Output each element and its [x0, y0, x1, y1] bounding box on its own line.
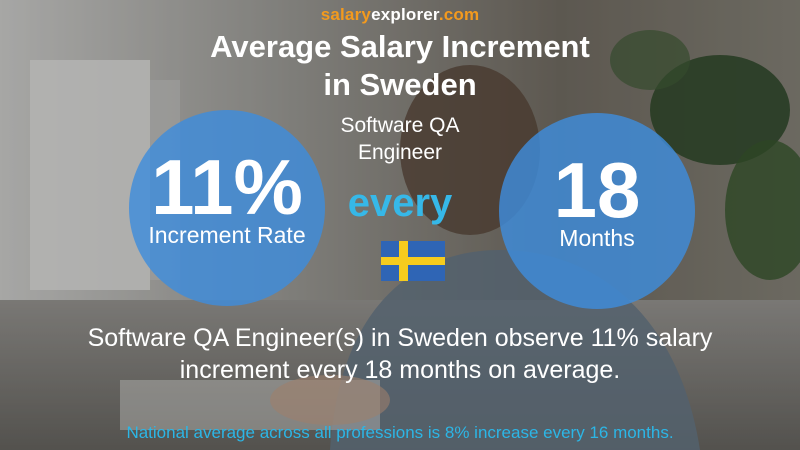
- summary-line-1: Software QA Engineer(s) in Sweden observ…: [87, 324, 713, 352]
- national-average-note: National average across all professions …: [126, 423, 674, 442]
- site-suffix: .com: [438, 5, 480, 24]
- title-line-2: in Sweden: [323, 67, 477, 102]
- page-title: Average Salary Increment in Sweden: [0, 28, 800, 104]
- title-line-1: Average Salary Increment: [210, 29, 590, 64]
- increment-rate-label: Increment Rate: [148, 222, 306, 248]
- job-line-1: Software QA: [340, 114, 460, 137]
- site-highlight: explorer: [371, 5, 439, 24]
- period-value: 18: [553, 146, 641, 234]
- site-logo: salaryexplorer.com: [0, 5, 800, 25]
- summary-line-2: increment every 18 months on average.: [179, 356, 621, 384]
- every-connector: every: [347, 181, 453, 225]
- period-label: Months: [559, 225, 635, 251]
- site-prefix: salary: [320, 5, 372, 24]
- sweden-flag-icon: [381, 241, 445, 281]
- increment-rate-value: 11%: [151, 143, 303, 231]
- job-line-2: Engineer: [357, 141, 443, 164]
- period-circle: 18 Months: [499, 113, 695, 309]
- job-title: Software QA Engineer: [300, 112, 500, 166]
- summary-text: Software QA Engineer(s) in Sweden observ…: [40, 322, 760, 386]
- increment-rate-circle: 11% Increment Rate: [129, 110, 325, 306]
